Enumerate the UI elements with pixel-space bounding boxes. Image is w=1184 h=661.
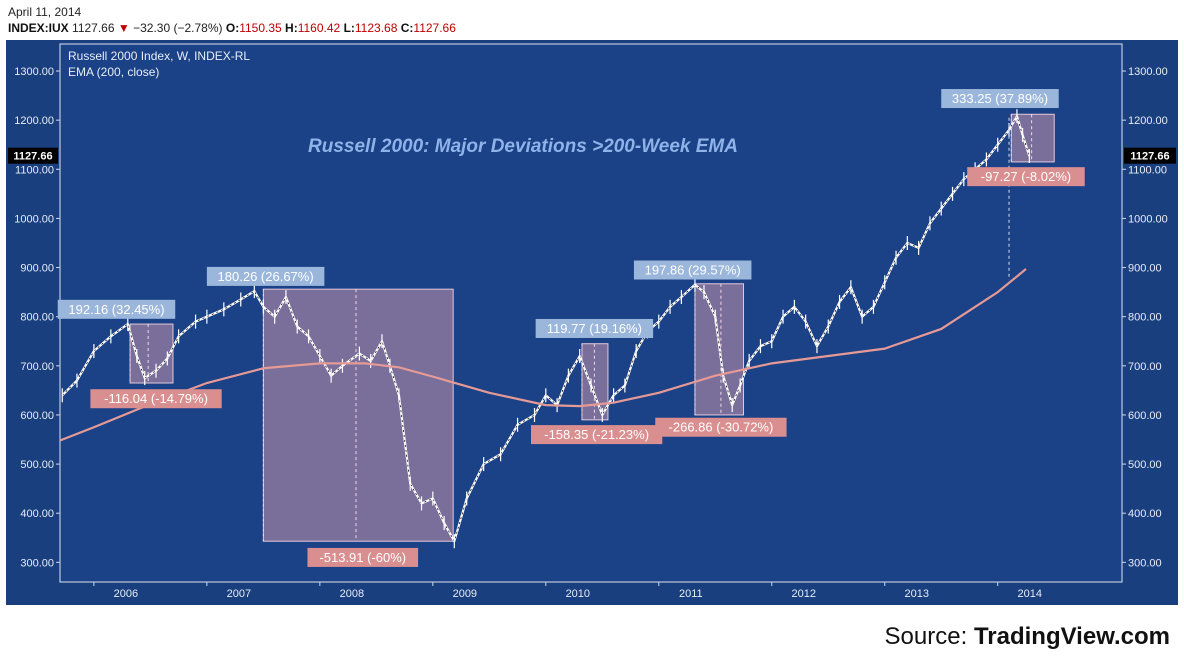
y-tick-label-right: 1200.00 [1128,115,1168,127]
chart-date: April 11, 2014 [8,5,82,19]
open-label: O: [225,21,240,35]
loss-label-bg [530,425,663,445]
y-tick-label-left: 1200.00 [14,115,54,127]
loss-label: -97.27 (-8.02%) [981,169,1071,184]
loss-label-bg [90,389,222,409]
deviation-box [581,343,609,421]
chart: 300.00 300.00 400.00 400.00 500.00 500.00 600.… [6,40,1178,605]
deviation-box [262,288,454,542]
gain-label: 119.77 (19.16%) [547,321,642,336]
y-tick-label-left: 400.00 [20,508,54,520]
chart-header: April 11, 2014 INDEX:IUX 1127.66 ▼ −32.3… [8,4,456,36]
x-tick-label: 2008 [340,588,364,600]
low-label: L: [343,21,355,35]
close-value: 1127.66 [413,21,456,35]
y-tick-label-right: 700.00 [1128,361,1162,373]
y-tick-label-left: 1300.00 [14,66,54,78]
y-tick-label-left: 700.00 [20,361,54,373]
gain-label: 197.86 (29.57%) [645,263,741,278]
source-prefix: Source: [884,623,974,650]
plot-area [59,43,1123,583]
loss-label: -116.04 (-14.79%) [104,391,208,406]
loss-label: -513.91 (-60%) [319,550,406,565]
loss-label: -266.86 (-30.72%) [669,420,774,435]
high-value: 1160.42 [297,21,341,35]
y-tick-label-right: 600.00 [1128,410,1162,422]
price-line-shadow [61,115,1030,543]
legend-ema: EMA (200, close) [68,65,159,79]
loss-label-bg [307,547,419,567]
x-tick-label: 2013 [905,588,929,600]
ema-line [59,268,1027,442]
last-price-marker-right-bg [1124,147,1176,164]
source-credit: Source: TradingView.com [885,623,1170,651]
x-tick-label: 2007 [227,588,251,600]
y-tick-label-right: 1000.00 [1128,213,1168,225]
x-tick-label: 2010 [566,588,590,600]
loss-label: -158.35 (-21.23%) [544,427,649,442]
last-price-marker-left: 1127.66 [13,151,52,163]
y-tick-label-right: 500.00 [1128,459,1162,471]
legend-series: Russell 2000 Index, W, INDEX-RL [68,49,250,63]
close-label: C: [400,21,414,35]
high-label: H: [285,21,298,35]
y-tick-label-right: 800.00 [1128,312,1162,324]
gain-label: 180.26 (26.67%) [218,269,314,284]
y-tick-label-right: 1100.00 [1128,164,1167,176]
x-tick-label: 2012 [792,588,816,600]
x-tick-label: 2011 [679,588,703,600]
y-tick-label-right: 400.00 [1128,508,1162,520]
gain-label: 192.16 (32.45%) [68,302,164,317]
gain-label-bg [206,266,325,286]
y-tick-label-right: 1300.00 [1128,66,1168,78]
gain-label-bg [535,318,654,338]
price-change: −32.30 (−2.78%) [133,21,223,35]
source-name: TradingView.com [973,623,1170,650]
quote-line: INDEX:IUX 1127.66 ▼ −32.30 (−2.78%) O:11… [8,20,456,36]
symbol: INDEX:IUX [8,21,69,35]
down-arrow-icon: ▼ [117,21,130,35]
last-price-marker-right: 1127.66 [1130,151,1169,163]
y-tick-label-left: 500.00 [20,459,54,471]
gain-label: 333.25 (37.89%) [952,91,1048,106]
y-tick-label-left: 1000.00 [14,213,54,225]
y-tick-label-left: 300.00 [20,557,54,569]
y-tick-label-left: 900.00 [20,263,54,275]
last-price-marker-left-bg [8,147,58,164]
x-tick-label: 2014 [1017,588,1041,600]
chart-title: Russell 2000: Major Deviations >200-Week… [308,136,738,157]
last-price: 1127.66 [72,21,115,35]
low-value: 1123.68 [354,21,398,35]
y-tick-label-right: 900.00 [1128,263,1162,275]
open-value: 1150.35 [239,21,282,35]
gain-label-bg [633,260,752,280]
x-tick-label: 2006 [114,588,138,600]
gain-label-bg [941,89,1059,109]
y-tick-label-right: 300.00 [1128,557,1162,569]
y-tick-label-left: 600.00 [20,410,54,422]
y-tick-label-left: 800.00 [20,312,54,324]
x-tick-label: 2009 [453,588,477,600]
loss-label-bg [967,167,1085,187]
gain-label-bg [57,299,176,319]
y-tick-label-left: 1100.00 [15,164,54,176]
loss-label-bg [655,417,787,437]
